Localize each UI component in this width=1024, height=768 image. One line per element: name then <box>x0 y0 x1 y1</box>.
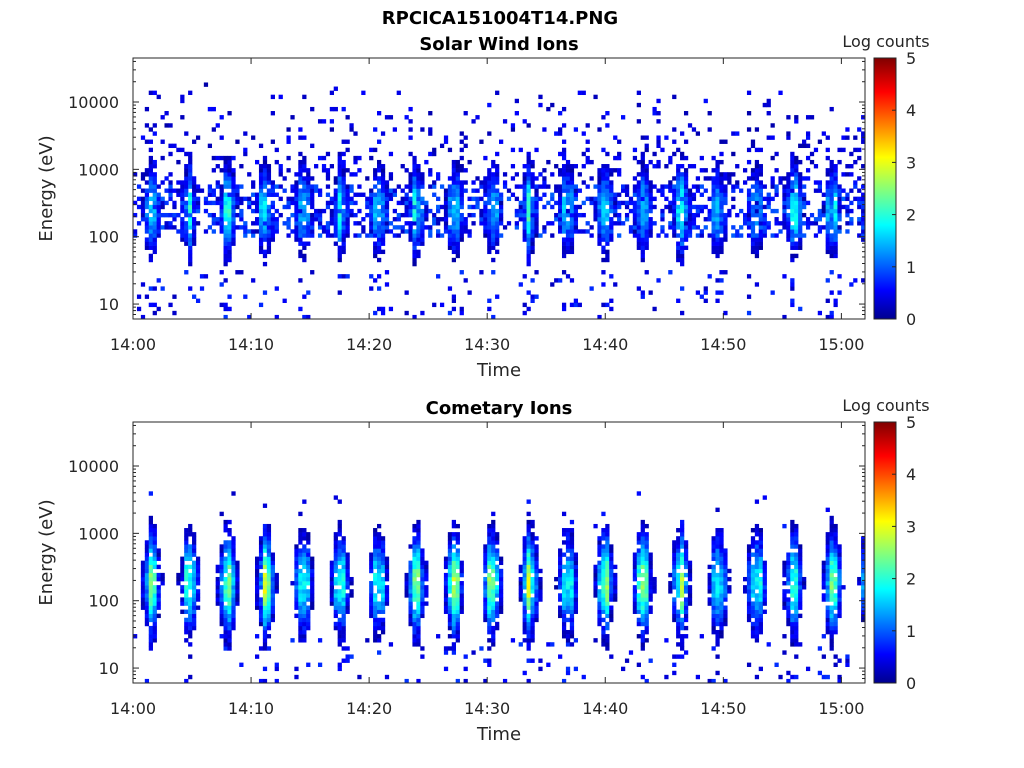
y-tick-label: 10 <box>99 659 119 678</box>
colorbar-tick-label: 4 <box>906 101 916 120</box>
colorbar-tick-label: 0 <box>906 674 916 693</box>
x-tick-label: 14:10 <box>228 335 274 354</box>
y-tick-label: 10 <box>99 295 119 314</box>
x-tick-label: 14:40 <box>582 699 628 718</box>
x-axis-label: Time <box>476 360 521 381</box>
colorbar-tick-label: 5 <box>906 49 916 68</box>
y-tick-label: 1000 <box>78 524 119 543</box>
y-tick-label: 100 <box>88 228 119 247</box>
colorbar <box>873 421 897 684</box>
x-tick-label: 14:20 <box>346 335 392 354</box>
x-axis-label: Time <box>476 724 521 745</box>
x-tick-label: 14:20 <box>346 699 392 718</box>
colorbar-label: Log counts <box>842 32 929 51</box>
colorbar-label: Log counts <box>842 396 929 415</box>
y-tick-label: 10000 <box>68 457 119 476</box>
x-tick-label: 14:00 <box>110 335 156 354</box>
colorbar-tick-label: 5 <box>906 413 916 432</box>
colorbar-tick-label: 3 <box>906 153 916 172</box>
panel-solar-wind: Solar Wind Ions 14:00 14:10 14:20 14:30 14:40… <box>36 32 930 381</box>
colorbar-tick-label: 2 <box>906 570 916 589</box>
x-tick-label: 15:00 <box>818 335 864 354</box>
colorbar-tick-label: 4 <box>906 465 916 484</box>
x-tick-label: 14:30 <box>464 699 510 718</box>
figure-title: RPCICA151004T14.PNG <box>382 8 618 29</box>
y-axis-label: Energy (eV) <box>36 499 57 605</box>
panel-title: Solar Wind Ions <box>419 34 578 55</box>
heatmap-cells <box>133 82 866 320</box>
y-axis-label: Energy (eV) <box>36 135 57 241</box>
colorbar-tick-label: 0 <box>906 310 916 329</box>
x-tick-label: 14:50 <box>700 699 746 718</box>
y-tick-label: 10000 <box>68 93 119 112</box>
x-tick-label: 14:50 <box>700 335 746 354</box>
y-tick-label: 1000 <box>78 160 119 179</box>
colorbar-tick-label: 1 <box>906 622 916 641</box>
x-tick-label: 14:30 <box>464 335 510 354</box>
y-tick-label: 100 <box>88 592 119 611</box>
x-tick-label: 14:00 <box>110 699 156 718</box>
colorbar-tick-label: 2 <box>906 206 916 225</box>
heatmap-cells <box>133 491 866 684</box>
panel-title: Cometary Ions <box>426 398 573 419</box>
x-tick-label: 14:10 <box>228 699 274 718</box>
x-tick-label: 15:00 <box>818 699 864 718</box>
x-tick-label: 14:40 <box>582 335 628 354</box>
axes-frame <box>132 421 866 684</box>
colorbar-tick-label: 3 <box>906 517 916 536</box>
colorbar <box>873 57 897 320</box>
colorbar-tick-label: 1 <box>906 258 916 277</box>
axes-frame <box>132 57 866 320</box>
